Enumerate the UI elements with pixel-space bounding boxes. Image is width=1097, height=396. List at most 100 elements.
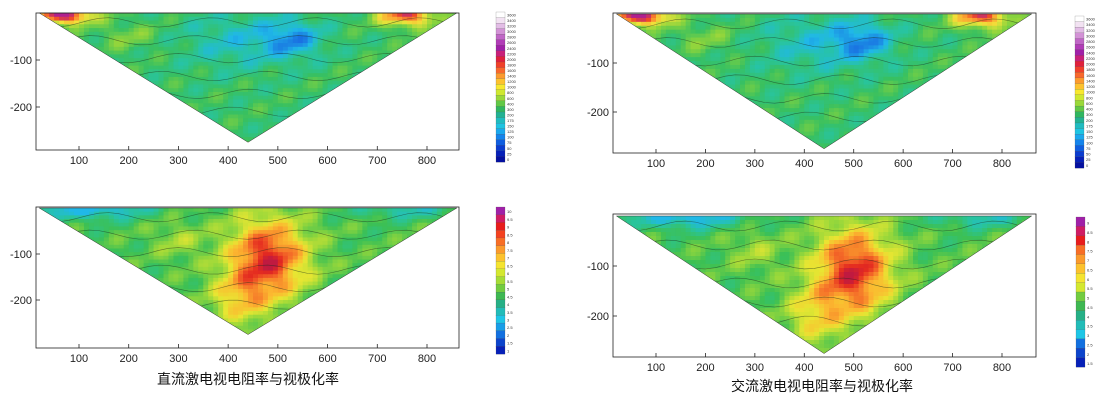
- heat-cell: [332, 88, 339, 93]
- heat-cell: [327, 114, 334, 119]
- heat-cell: [779, 80, 786, 86]
- heat-cell: [93, 35, 100, 40]
- heat-cell: [198, 39, 204, 44]
- heat-cell: [203, 35, 209, 40]
- heat-cell: [700, 64, 707, 70]
- heat-cell: [372, 80, 378, 86]
- heat-cell: [108, 122, 115, 127]
- heat-cell: [337, 80, 344, 86]
- heat-cell: [878, 119, 884, 125]
- heat-cell: [824, 41, 830, 46]
- heat-cell: [297, 107, 304, 112]
- heat-cell: [183, 28, 189, 33]
- heat-cell: [123, 46, 130, 52]
- heat-cell: [407, 76, 413, 82]
- heat-cell: [272, 20, 279, 25]
- heat-cell: [685, 72, 692, 78]
- heat-cell: [888, 143, 894, 148]
- heat-cell: [626, 104, 632, 109]
- heat-cell: [838, 29, 845, 35]
- heat-cell: [397, 84, 403, 89]
- heat-cell: [740, 108, 746, 113]
- heat-cell: [665, 57, 672, 62]
- heat-cell: [814, 37, 820, 43]
- heat-cell: [357, 65, 363, 70]
- heat-cell: [248, 110, 254, 116]
- heat-cell: [730, 80, 736, 86]
- heat-cell: [422, 76, 428, 82]
- heat-cell: [784, 53, 791, 58]
- heat-cell: [799, 37, 805, 43]
- heat-cell: [203, 88, 209, 93]
- heat-cell: [138, 125, 145, 131]
- heat-cell: [49, 114, 55, 119]
- heat-cell: [228, 54, 234, 59]
- heat-cell: [446, 122, 453, 127]
- heat-cell: [863, 37, 870, 43]
- heat-cell: [213, 69, 219, 74]
- heat-cell: [243, 88, 249, 93]
- heat-cell: [327, 69, 334, 74]
- heat-cell: [322, 20, 329, 25]
- heat-cell: [407, 65, 413, 70]
- heat-cell: [774, 123, 781, 129]
- heat-cell: [277, 110, 284, 116]
- heat-cell: [740, 127, 746, 133]
- heat-cell: [764, 64, 771, 70]
- heat-cell: [138, 122, 145, 127]
- heat-cell: [685, 14, 692, 19]
- heat-cell: [412, 35, 418, 40]
- heat-cell: [641, 57, 647, 62]
- heat-cell: [422, 114, 428, 119]
- heat-cell: [759, 80, 766, 86]
- heat-cell: [660, 92, 667, 97]
- heat-cell: [397, 69, 403, 74]
- heat-cell: [685, 25, 692, 31]
- heat-cell: [332, 20, 339, 25]
- heat-cell: [93, 13, 100, 18]
- heat-cell: [193, 20, 199, 25]
- heat-cell: [213, 58, 219, 63]
- heat-cell: [641, 53, 647, 58]
- heat-cell: [377, 140, 383, 143]
- heat-cell: [108, 39, 115, 44]
- heat-cell: [720, 92, 726, 97]
- heat-cell: [626, 17, 632, 23]
- heat-cell: [646, 53, 652, 58]
- heat-cell: [253, 133, 259, 138]
- heat-cell: [382, 69, 388, 74]
- heat-cell: [715, 49, 721, 54]
- heat-cell: [248, 137, 254, 142]
- heat-cell: [218, 16, 224, 22]
- heat-cell: [675, 14, 682, 19]
- heat-cell: [74, 43, 80, 48]
- heat-cell: [641, 80, 647, 86]
- heat-cell: [833, 61, 840, 66]
- heat-cell: [377, 107, 383, 112]
- heat-cell: [824, 84, 830, 90]
- heat-cell: [814, 100, 820, 105]
- heat-cell: [626, 61, 632, 66]
- heat-cell: [794, 17, 800, 23]
- heat-cell: [143, 58, 150, 63]
- heat-cell: [740, 135, 746, 141]
- heat-cell: [436, 76, 443, 82]
- heat-cell: [198, 73, 204, 78]
- heat-cell: [680, 29, 687, 35]
- heat-cell: [794, 72, 800, 78]
- heat-cell: [422, 95, 428, 101]
- heat-cell: [208, 39, 214, 44]
- heat-cell: [744, 25, 751, 31]
- heat-cell: [178, 95, 184, 101]
- heat-cell: [873, 17, 880, 23]
- heat-cell: [725, 33, 731, 39]
- heat-cell: [317, 99, 324, 104]
- heat-cell: [367, 95, 373, 101]
- heat-cell: [287, 31, 294, 37]
- heat-cell: [148, 39, 155, 44]
- heat-cell: [431, 13, 438, 18]
- heat-cell: [735, 115, 741, 121]
- heat-cell: [128, 76, 135, 82]
- heat-cell: [282, 88, 289, 93]
- heat-cell: [636, 123, 642, 129]
